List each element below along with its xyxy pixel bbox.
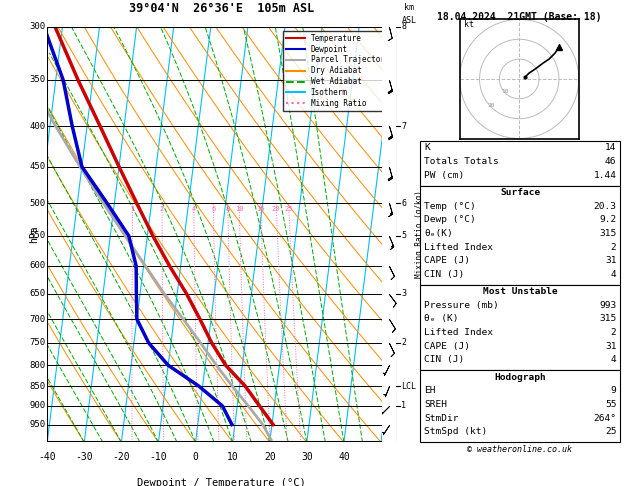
- Text: 315: 315: [599, 314, 616, 324]
- Text: -10: -10: [150, 452, 167, 462]
- Text: 25: 25: [605, 427, 616, 436]
- Text: 750: 750: [29, 338, 45, 347]
- Text: 1: 1: [130, 206, 135, 212]
- Text: 31: 31: [605, 342, 616, 351]
- Text: 4: 4: [192, 206, 196, 212]
- Text: © weatheronline.co.uk: © weatheronline.co.uk: [467, 445, 572, 454]
- Text: 400: 400: [29, 122, 45, 131]
- Text: 2: 2: [611, 243, 616, 252]
- Text: 350: 350: [29, 75, 45, 85]
- Legend: Temperature, Dewpoint, Parcel Trajectory, Dry Adiabat, Wet Adiabat, Isotherm, Mi: Temperature, Dewpoint, Parcel Trajectory…: [282, 31, 392, 111]
- Text: 25: 25: [284, 206, 293, 212]
- Text: 6: 6: [211, 206, 215, 212]
- Text: 0: 0: [192, 452, 199, 462]
- Text: LCL: LCL: [401, 382, 416, 391]
- Text: 20: 20: [487, 103, 495, 108]
- Text: 450: 450: [29, 162, 45, 171]
- Text: 800: 800: [29, 361, 45, 370]
- Text: K: K: [424, 143, 430, 153]
- Text: 31: 31: [605, 256, 616, 265]
- Text: 8: 8: [401, 22, 406, 31]
- Text: 650: 650: [29, 289, 45, 298]
- Text: SREH: SREH: [424, 400, 447, 409]
- Text: -20: -20: [113, 452, 130, 462]
- Text: 600: 600: [29, 261, 45, 270]
- Text: 18.04.2024  21GMT (Base: 18): 18.04.2024 21GMT (Base: 18): [437, 12, 602, 22]
- Text: PW (cm): PW (cm): [424, 171, 464, 180]
- Text: Dewp (°C): Dewp (°C): [424, 215, 476, 225]
- Text: 1: 1: [401, 401, 406, 410]
- Text: Totals Totals: Totals Totals: [424, 157, 499, 166]
- Text: hPa: hPa: [29, 226, 39, 243]
- Text: 20: 20: [272, 206, 281, 212]
- Text: 1.44: 1.44: [593, 171, 616, 180]
- Text: 550: 550: [29, 231, 45, 241]
- Text: Most Unstable: Most Unstable: [483, 287, 557, 296]
- Text: 700: 700: [29, 314, 45, 324]
- Text: -30: -30: [75, 452, 93, 462]
- Text: 10: 10: [501, 89, 509, 94]
- Text: 2: 2: [401, 338, 406, 347]
- Text: Surface: Surface: [500, 188, 540, 197]
- Text: CIN (J): CIN (J): [424, 355, 464, 364]
- Text: 30: 30: [301, 452, 313, 462]
- Text: 5: 5: [401, 231, 406, 241]
- Text: 900: 900: [29, 401, 45, 410]
- Text: Temp (°C): Temp (°C): [424, 202, 476, 211]
- Text: CAPE (J): CAPE (J): [424, 342, 470, 351]
- Text: Dewpoint / Temperature (°C): Dewpoint / Temperature (°C): [137, 478, 306, 486]
- Text: EH: EH: [424, 386, 435, 396]
- Text: Lifted Index: Lifted Index: [424, 243, 493, 252]
- Text: Mixing Ratio (g/kg): Mixing Ratio (g/kg): [415, 191, 423, 278]
- Text: -40: -40: [38, 452, 56, 462]
- Text: StmDir: StmDir: [424, 414, 459, 423]
- Text: 10: 10: [227, 452, 238, 462]
- Text: 7: 7: [401, 122, 406, 131]
- Text: 950: 950: [29, 420, 45, 429]
- Text: 3: 3: [401, 289, 406, 298]
- Text: θₑ (K): θₑ (K): [424, 314, 459, 324]
- Text: 39°04'N  26°36'E  105m ASL: 39°04'N 26°36'E 105m ASL: [129, 2, 314, 15]
- Text: StmSpd (kt): StmSpd (kt): [424, 427, 487, 436]
- Text: 20.3: 20.3: [593, 202, 616, 211]
- Text: 850: 850: [29, 382, 45, 391]
- Text: θₑ(K): θₑ(K): [424, 229, 453, 238]
- Text: CIN (J): CIN (J): [424, 270, 464, 279]
- Text: 6: 6: [401, 199, 406, 208]
- Text: 315: 315: [599, 229, 616, 238]
- Text: 300: 300: [29, 22, 45, 31]
- Text: 46: 46: [605, 157, 616, 166]
- Text: kt: kt: [464, 20, 474, 29]
- Text: 40: 40: [338, 452, 350, 462]
- Text: 264°: 264°: [593, 414, 616, 423]
- Text: 9: 9: [611, 386, 616, 396]
- Text: 55: 55: [605, 400, 616, 409]
- Text: 20: 20: [264, 452, 276, 462]
- Text: km: km: [404, 3, 414, 13]
- Text: 2: 2: [160, 206, 164, 212]
- Text: ASL: ASL: [402, 16, 416, 25]
- Text: 10: 10: [235, 206, 243, 212]
- Text: Hodograph: Hodograph: [494, 373, 546, 382]
- Text: 993: 993: [599, 301, 616, 310]
- Text: 14: 14: [605, 143, 616, 153]
- Text: 9.2: 9.2: [599, 215, 616, 225]
- Text: 4: 4: [611, 270, 616, 279]
- Text: 2: 2: [611, 328, 616, 337]
- Text: Pressure (mb): Pressure (mb): [424, 301, 499, 310]
- Text: 8: 8: [226, 206, 230, 212]
- Text: 500: 500: [29, 199, 45, 208]
- Text: 4: 4: [611, 355, 616, 364]
- Text: CAPE (J): CAPE (J): [424, 256, 470, 265]
- Text: 15: 15: [256, 206, 265, 212]
- Text: Lifted Index: Lifted Index: [424, 328, 493, 337]
